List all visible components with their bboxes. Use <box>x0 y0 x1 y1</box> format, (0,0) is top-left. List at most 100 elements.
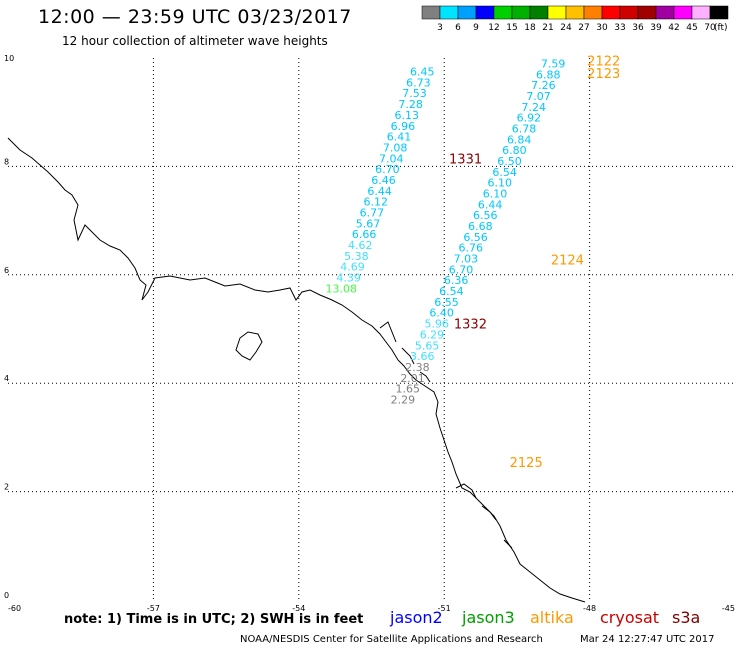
wave-height-value: 5.96 <box>425 318 450 331</box>
colorbar-label: 21 <box>542 23 553 33</box>
generated-timestamp: Mar 24 12:27:47 UTC 2017 <box>580 634 715 645</box>
wave-height-value: 2.01 <box>400 372 425 385</box>
lat-tick-label: 8 <box>4 157 9 166</box>
wave-height-value: 7.26 <box>531 79 556 92</box>
colorbar-unit: (ft) <box>714 23 728 33</box>
wave-height-value: 5.67 <box>356 217 381 230</box>
wave-height-value: 6.66 <box>352 228 377 241</box>
wave-height-value: 7.28 <box>398 98 423 111</box>
colorbar-label: 15 <box>506 23 517 33</box>
coastline <box>7 137 586 603</box>
wave-height-value: 6.41 <box>387 131 412 144</box>
colorbar-swatch <box>691 5 711 20</box>
wave-height-value: 6.78 <box>512 122 537 135</box>
satellite-cryosat: cryosat <box>600 608 660 627</box>
wave-height-value: 6.44 <box>478 198 503 211</box>
wave-height-value: 6.77 <box>360 206 385 219</box>
wave-height-value: 6.29 <box>420 328 445 341</box>
colorbar-swatch <box>619 5 639 20</box>
pass-number: 2125 <box>510 456 543 471</box>
colorbar-swatch <box>511 5 531 20</box>
wave-height-value: 7.53 <box>402 87 427 100</box>
chart-title: 12:00 — 23:59 UTC 03/23/2017 <box>38 6 352 28</box>
wave-height-value: 6.50 <box>497 155 522 168</box>
wave-height-value: 7.08 <box>383 141 408 154</box>
colorbar-swatch <box>709 5 729 20</box>
colorbar-label: 3 <box>437 23 443 33</box>
wave-height-value: 7.24 <box>521 101 546 114</box>
wave-height-value: 6.70 <box>449 263 474 276</box>
lat-tick-label: 6 <box>4 266 9 275</box>
wave-height-value: 6.10 <box>483 188 508 201</box>
colorbar-label: 45 <box>686 23 697 33</box>
wave-height-value: 6.44 <box>367 185 392 198</box>
wave-height-value: 6.96 <box>391 120 416 133</box>
colorbar-swatch <box>439 5 459 20</box>
wave-height-value: 5.38 <box>344 250 369 263</box>
pass-number: 2123 <box>587 67 620 82</box>
wave-height-value: 6.76 <box>458 242 483 255</box>
credit-line: NOAA/NESDIS Center for Satellite Applica… <box>240 634 543 645</box>
wave-height-value: 6.54 <box>439 285 464 298</box>
chart-subtitle: 12 hour collection of altimeter wave hei… <box>62 34 328 48</box>
colorbar-swatch <box>493 5 513 20</box>
colorbar-label: 42 <box>668 23 679 33</box>
lat-tick-label: 0 <box>4 591 9 600</box>
colorbar-swatch <box>601 5 621 20</box>
lon-tick-label: -54 <box>292 604 305 613</box>
coast-detail-1 <box>379 321 431 383</box>
wave-height-value: 6.88 <box>536 68 561 81</box>
wave-height-value: 2.29 <box>391 393 416 406</box>
wave-height-value: 6.54 <box>492 166 517 179</box>
wave-height-value: 7.59 <box>541 57 566 70</box>
lon-tick-label: -48 <box>583 604 596 613</box>
wave-height-value: 6.45 <box>410 66 435 79</box>
colorbar-swatch <box>565 5 585 20</box>
footer-note: note: 1) Time is in UTC; 2) SWH is in fe… <box>64 612 364 627</box>
colorbar-swatch <box>547 5 567 20</box>
pass-number: 1331 <box>449 152 482 167</box>
wave-height-value: 6.70 <box>375 163 400 176</box>
island-1 <box>235 331 263 361</box>
lon-tick-label: -45 <box>722 604 735 613</box>
wave-height-value: 7.07 <box>526 90 551 103</box>
colorbar-label: 27 <box>578 23 589 33</box>
wave-height-value: 3.66 <box>410 350 435 363</box>
wave-height-value: 5.65 <box>415 339 440 352</box>
wave-height-value: 6.12 <box>363 196 388 209</box>
wave-height-value: 6.80 <box>502 144 527 157</box>
satellite-altika: altika <box>530 608 574 627</box>
lat-tick-label: 4 <box>4 374 9 383</box>
colorbar-swatch <box>475 5 495 20</box>
satellite-jason2: jason2 <box>390 608 443 627</box>
colorbar-swatch <box>457 5 477 20</box>
wave-height-value: 4.39 <box>336 272 361 285</box>
colorbar-swatch <box>583 5 603 20</box>
colorbar-label: 6 <box>455 23 461 33</box>
pass-number: 1332 <box>454 318 487 333</box>
wave-height-value: 6.55 <box>434 296 459 309</box>
lon-tick-label: -51 <box>438 604 451 613</box>
wave-height-value: 7.03 <box>454 253 479 266</box>
pass-number: 2122 <box>587 55 620 70</box>
colorbar-label: 12 <box>488 23 499 33</box>
colorbar-swatch <box>637 5 657 20</box>
wave-height-value: 6.40 <box>429 307 454 320</box>
wave-height-value: 7.04 <box>379 152 404 165</box>
coast-detail-2 <box>455 483 513 549</box>
wave-height-value: 6.56 <box>463 231 488 244</box>
wave-height-value: 6.92 <box>517 112 542 125</box>
wave-height-value: 6.56 <box>473 209 498 222</box>
wave-height-value: 6.13 <box>394 109 419 122</box>
wave-height-value: 6.84 <box>507 133 532 146</box>
colorbar-label: 9 <box>473 23 479 33</box>
satellite-s3a: s3a <box>672 608 701 627</box>
wave-height-value: 6.68 <box>468 220 493 233</box>
lat-tick-label: 10 <box>4 54 14 63</box>
colorbar-swatch <box>673 5 693 20</box>
lon-tick-label: -60 <box>8 604 21 613</box>
colorbar-label: 30 <box>596 23 608 33</box>
colorbar-swatch <box>529 5 549 20</box>
